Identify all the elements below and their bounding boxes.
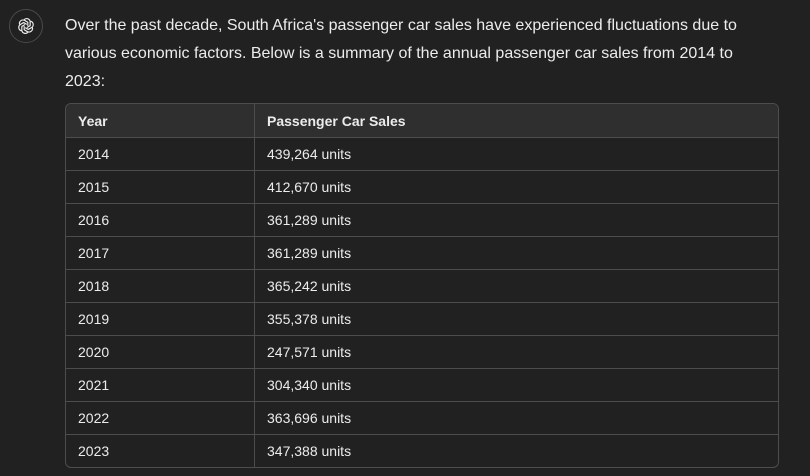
table-row: 2014 439,264 units (66, 137, 778, 171)
sales-cell: 304,340 units (254, 368, 778, 402)
sales-cell: 247,571 units (254, 335, 778, 369)
year-cell: 2023 (66, 434, 255, 467)
sales-cell: 412,670 units (254, 170, 778, 204)
message-intro-text: Over the past decade, South Africa's pas… (65, 17, 737, 90)
sales-cell: 361,289 units (254, 236, 778, 270)
sales-table-container: Year Passenger Car Sales 2014 439,264 un… (65, 103, 779, 468)
table-row: 2019 355,378 units (66, 302, 778, 336)
table-row: 2018 365,242 units (66, 269, 778, 303)
year-cell: 2021 (66, 368, 255, 402)
year-cell: 2015 (66, 170, 255, 204)
table-row: 2023 347,388 units (66, 434, 778, 467)
year-cell: 2014 (66, 137, 255, 171)
column-header-sales: Passenger Car Sales (254, 104, 778, 138)
sales-cell: 355,378 units (254, 302, 778, 336)
year-cell: 2019 (66, 302, 255, 336)
openai-logo-icon (18, 18, 34, 34)
year-cell: 2017 (66, 236, 255, 270)
sales-cell: 347,388 units (267, 443, 352, 459)
sales-cell: 361,289 units (254, 203, 778, 237)
year-cell: 2018 (66, 269, 255, 303)
year-cell: 2022 (66, 401, 255, 435)
table-row: 2015 412,670 units (66, 170, 778, 204)
column-header-year: Year (66, 104, 255, 138)
table-row: 2020 247,571 units (66, 335, 778, 369)
table-row: 2022 363,696 units (66, 401, 778, 435)
assistant-avatar (9, 9, 43, 43)
sales-cell: 439,264 units (254, 137, 778, 171)
table-row: 2021 304,340 units (66, 368, 778, 402)
sales-cell: 365,242 units (254, 269, 778, 303)
sales-cell: 363,696 units (254, 401, 778, 435)
table-header-row: Year Passenger Car Sales (66, 104, 778, 138)
table-row: 2016 361,289 units (66, 203, 778, 237)
table-row: 2017 361,289 units (66, 236, 778, 270)
year-cell: 2016 (66, 203, 255, 237)
assistant-message: Over the past decade, South Africa's pas… (65, 12, 779, 468)
year-cell: 2020 (66, 335, 255, 369)
sales-table: Year Passenger Car Sales 2014 439,264 un… (66, 104, 778, 467)
